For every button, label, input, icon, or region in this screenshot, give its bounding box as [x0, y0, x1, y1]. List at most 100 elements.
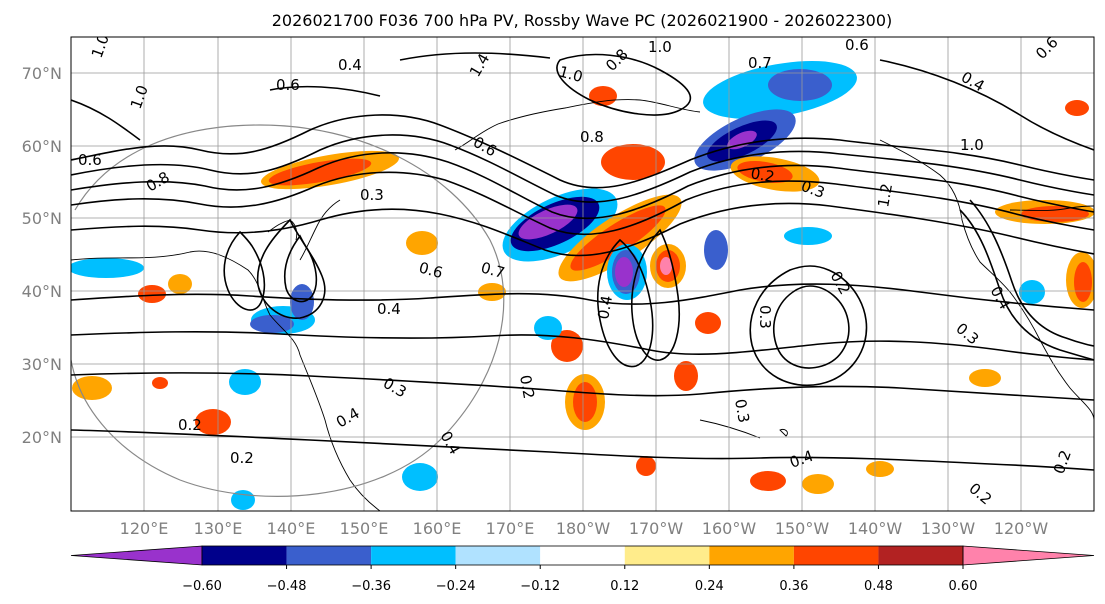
negative-anomaly	[229, 369, 261, 395]
contour-label: 0.7	[479, 258, 507, 282]
colorbar-segment	[455, 546, 541, 565]
positive-anomaly	[1074, 262, 1092, 302]
positive-anomaly	[1065, 100, 1089, 116]
contour-label: 0.2	[230, 449, 254, 467]
contour-label: 1.0	[88, 32, 113, 61]
colorbar-segment	[962, 545, 1095, 566]
longitude-labels: 120°E 130°E 140°E 150°E 160°E 170°E 180°…	[120, 519, 1049, 538]
colorbar-segment	[540, 546, 625, 565]
negative-anomaly	[784, 227, 832, 245]
lat-label: 30°N	[22, 355, 62, 374]
positive-anomaly	[152, 377, 168, 389]
colorbar-tick-label: 0.12	[610, 579, 639, 594]
contour-label: 0.2	[178, 416, 202, 434]
colorbar-segment	[286, 546, 372, 565]
contour-label: 0.2	[749, 164, 776, 186]
colorbar-tick-label: −0.36	[351, 579, 391, 594]
negative-anomaly	[71, 258, 144, 278]
lon-label: 160°E	[413, 519, 462, 538]
colorbar-frame	[201, 545, 964, 566]
lon-label: 170°E	[486, 519, 535, 538]
positive-anomaly	[573, 382, 597, 422]
positive-anomaly	[406, 231, 438, 255]
lat-label: 50°N	[22, 209, 62, 228]
negative-anomaly	[402, 463, 438, 491]
colorbar-segment	[709, 546, 794, 565]
positive-anomaly	[750, 471, 786, 491]
contour-label: 0.3	[360, 186, 384, 204]
colorbar-segment	[878, 546, 963, 565]
negative-anomaly	[615, 257, 633, 287]
positive-anomaly	[168, 274, 192, 294]
positive-anomaly	[72, 376, 112, 400]
positive-anomaly	[138, 285, 166, 303]
map-frame	[70, 36, 1095, 512]
negative-anomaly	[727, 130, 757, 150]
contour-label: 0.7	[748, 54, 772, 72]
lon-label: 150°W	[775, 519, 830, 538]
colorbar-segment	[624, 546, 710, 565]
positive-anomaly	[674, 361, 698, 391]
positive-anomaly	[1021, 206, 1089, 222]
positive-anomaly	[969, 369, 1001, 387]
contour-label: 0.8	[580, 128, 604, 146]
lon-label: 170°W	[629, 519, 684, 538]
lon-label: 140°W	[848, 519, 903, 538]
negative-anomaly	[704, 230, 728, 270]
positive-anomaly	[589, 86, 617, 106]
colorbar-tick-label: 0.48	[864, 579, 893, 594]
latitude-labels: 70°N 60°N 50°N 40°N 30°N 20°N	[22, 64, 62, 447]
colorbar-tick-label: −0.24	[436, 579, 476, 594]
positive-anomaly	[195, 409, 231, 435]
positive-anomaly	[866, 461, 894, 477]
positive-anomaly	[660, 257, 672, 275]
lon-label: 120°W	[994, 519, 1049, 538]
colorbar-tick-labels: −0.60 −0.48 −0.36 −0.24 −0.12 0.12 0.24 0.36 0.4…	[182, 565, 977, 594]
positive-anomaly	[695, 312, 721, 334]
lon-label: 120°E	[120, 519, 169, 538]
colorbar-tick-label: −0.60	[182, 579, 222, 594]
contour-label: 0.3	[756, 305, 774, 329]
colorbar-segment	[793, 546, 879, 565]
lat-label: 60°N	[22, 137, 62, 156]
lon-label: 150°E	[340, 519, 389, 538]
contour-label: 0.6	[78, 151, 102, 169]
pv-contours	[71, 52, 1094, 471]
contour-label: 1.0	[960, 136, 984, 154]
lat-label: 40°N	[22, 282, 62, 301]
colorbar-tick-label: −0.12	[520, 579, 560, 594]
contour-label: 0.6	[417, 258, 445, 282]
contour-label: 0.6	[276, 76, 300, 94]
contour-label: 0.4	[594, 294, 616, 321]
map-area: 1.0 1.0 0.6 0.4 1.4 1.0 0.8 1.0 0.6 0.7 …	[71, 32, 1094, 511]
lat-label: 20°N	[22, 428, 62, 447]
map-title: 2026021700 F036 700 hPa PV, Rossby Wave …	[272, 11, 893, 30]
colorbar-segment	[371, 546, 456, 565]
contour-label: 0.4	[377, 300, 401, 318]
positive-anomaly	[802, 474, 834, 494]
colorbar-tick-label: 0.36	[779, 579, 808, 594]
colorbar-segment	[202, 546, 287, 565]
negative-anomaly	[768, 69, 832, 101]
colorbar-tick-label: 0.24	[695, 579, 724, 594]
negative-anomaly	[518, 204, 578, 240]
contour-label: 1.0	[648, 38, 672, 56]
lon-label: 140°E	[267, 519, 316, 538]
positive-anomaly	[478, 283, 506, 301]
lat-label: 70°N	[22, 64, 62, 83]
colorbar-segment	[70, 545, 203, 566]
colorbar: −0.60 −0.48 −0.36 −0.24 −0.12 0.12 0.24 0.36 0.4…	[70, 545, 1095, 594]
gridlines	[71, 37, 1094, 511]
contour-label: 0.3	[731, 398, 753, 425]
lon-label: 180°W	[556, 519, 611, 538]
region-outline	[71, 124, 505, 497]
contour-label: 0.4	[338, 56, 362, 74]
lon-label: 130°W	[921, 519, 976, 538]
negative-anomaly	[1019, 280, 1045, 304]
positive-anomaly	[636, 456, 656, 476]
negative-anomaly	[534, 316, 562, 340]
positive-anomaly	[601, 144, 665, 180]
colorbar-segments	[70, 545, 1095, 566]
colorbar-tick-label: −0.48	[267, 579, 307, 594]
